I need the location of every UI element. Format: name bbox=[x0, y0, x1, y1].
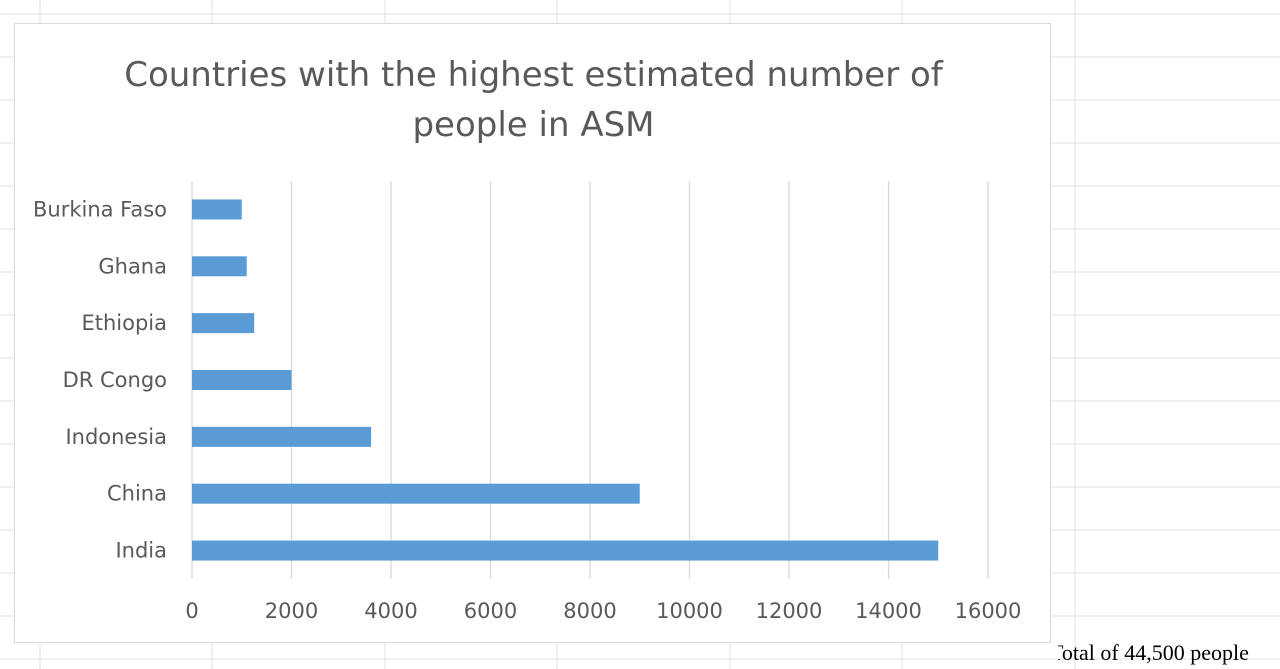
y-category-label: Ethiopia bbox=[81, 311, 167, 335]
bar-plot: 0 2000 4000 6000 8000 10000 12000 14000 16000 Ind… bbox=[33, 181, 1022, 623]
chart-title-line-1: Countries with the highest estimated num… bbox=[124, 55, 943, 95]
bar[interactable] bbox=[192, 426, 372, 447]
x-tick-label: 10000 bbox=[656, 599, 723, 623]
bar[interactable] bbox=[192, 370, 292, 390]
y-category-label: DR Congo bbox=[63, 368, 167, 392]
y-category-label: India bbox=[115, 539, 167, 563]
x-tick-label: 16000 bbox=[955, 599, 1022, 623]
y-category-label: China bbox=[107, 482, 167, 506]
chart-area[interactable]: Countries with the highest estimated num… bbox=[14, 23, 1051, 643]
x-tick-label: 6000 bbox=[464, 599, 517, 623]
chart-title-line-2: people in ASM bbox=[412, 105, 655, 145]
y-category-label: Indonesia bbox=[65, 425, 167, 449]
bar[interactable] bbox=[192, 199, 242, 220]
x-tick-label: 12000 bbox=[756, 599, 823, 623]
x-tick-label: 0 bbox=[185, 599, 198, 623]
x-tick-label: 2000 bbox=[265, 599, 318, 623]
bar[interactable] bbox=[192, 483, 640, 504]
x-tick-label: 14000 bbox=[855, 599, 922, 623]
x-tick-label: 4000 bbox=[364, 599, 417, 623]
bar[interactable] bbox=[192, 313, 255, 334]
x-tick-label: 8000 bbox=[563, 599, 616, 623]
bar[interactable] bbox=[192, 256, 247, 277]
bar[interactable] bbox=[192, 540, 939, 561]
y-category-label: Ghana bbox=[98, 254, 167, 278]
total-annotation: Total of 44,500 people bbox=[1058, 640, 1249, 665]
chart-title: Countries with the highest estimated num… bbox=[15, 50, 1052, 150]
y-category-label: Burkina Faso bbox=[33, 197, 167, 221]
